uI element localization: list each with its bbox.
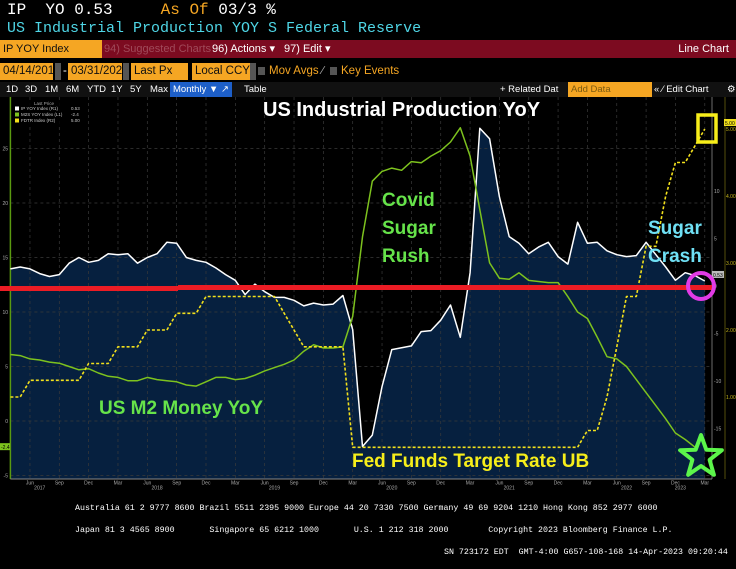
right-axis-r2-tick-label: 1.00	[726, 395, 736, 401]
right-axis-r1-tick-label: -10	[714, 379, 721, 385]
annotation-line: Sugar	[382, 215, 436, 243]
x-year-label: 2022	[621, 486, 632, 492]
legend-label: M2S YOY Index (L1)	[21, 112, 63, 117]
last-value-label: 0.53	[713, 273, 723, 279]
annotation-title: US Industrial Production YoY	[263, 99, 540, 122]
x-tick-label: Dec	[436, 481, 445, 487]
right-axis-r2-tick-label: 4.00	[726, 194, 736, 200]
x-tick-label: Mar	[700, 481, 709, 487]
x-tick-label: Sep	[407, 481, 416, 487]
legend-swatch	[15, 113, 19, 117]
x-tick-label: Jun	[378, 481, 386, 487]
x-tick-label: Jun	[26, 481, 34, 487]
x-tick-label: Mar	[583, 481, 592, 487]
legend-value: 5.00	[71, 118, 80, 123]
x-tick-label: Dec	[84, 481, 93, 487]
legend-swatch	[15, 119, 19, 123]
x-tick-label: Dec	[202, 481, 211, 487]
x-tick-label: Jun	[495, 481, 503, 487]
x-year-label: 2019	[269, 486, 280, 492]
left-axis-tick-label: 5	[5, 365, 8, 371]
footer-contacts-2: Japan 81 3 4565 8900 Singapore 65 6212 1…	[0, 525, 736, 536]
left-axis-tick-label: -5	[4, 474, 9, 480]
x-year-label: 2021	[504, 486, 515, 492]
footer: Australia 61 2 9777 8600 Brazil 5511 239…	[0, 492, 736, 569]
annotation-m2: US M2 Money YoY	[99, 398, 263, 420]
left-axis-tick-label: 0	[5, 419, 8, 425]
x-year-label: 2020	[386, 486, 397, 492]
right-axis-r1-tick-label: 10	[714, 189, 720, 195]
annotation-covid-sugar-rush: Covid Sugar Rush	[382, 187, 436, 271]
right-axis-r2-tick-label: 3.00	[726, 261, 736, 267]
x-tick-label: Dec	[319, 481, 328, 487]
right-axis-r1-tick-label: 5	[714, 237, 717, 243]
annotation-line: Rush	[382, 243, 436, 271]
x-tick-label: Jun	[613, 481, 621, 487]
right-axis-r1-tick-label: -15	[714, 427, 721, 433]
footer-session: SN 723172 EDT GMT-4:00 G657-108-168 14-A…	[0, 547, 736, 558]
legend-value: -2.4	[71, 112, 79, 117]
annotation-line: Crash	[648, 243, 702, 271]
x-tick-label: Sep	[172, 481, 181, 487]
red-horizontal-line	[178, 285, 712, 290]
left-axis-tick-label: 25	[2, 147, 8, 153]
x-tick-label: Sep	[290, 481, 299, 487]
legend-label: IP YOY Index (R1)	[21, 106, 59, 111]
x-tick-label: Mar	[466, 481, 475, 487]
x-year-label: 2023	[675, 486, 686, 492]
annotation-sugar-crash: Sugar Crash	[648, 215, 702, 271]
legend-label: FDTR Index (R2)	[21, 118, 56, 123]
left-axis-tick-label: 20	[2, 201, 8, 207]
right-axis-r2-tick-label: 5.00	[726, 127, 736, 133]
x-tick-label: Mar	[114, 481, 123, 487]
x-year-label: 2017	[34, 486, 45, 492]
annotation-line: Sugar	[648, 215, 702, 243]
red-horizontal-line	[0, 286, 178, 291]
legend-swatch	[15, 107, 19, 111]
x-tick-label: Sep	[55, 481, 64, 487]
left-axis-tick-label: 15	[2, 256, 8, 262]
x-tick-label: Jun	[261, 481, 269, 487]
annotation-line: Covid	[382, 187, 436, 215]
x-tick-label: Mar	[348, 481, 357, 487]
right-axis-r2-tick-label: 2.00	[726, 328, 736, 334]
right-axis-r1-tick-label: -5	[714, 332, 719, 338]
x-tick-label: Dec	[554, 481, 563, 487]
line-chart: Jun Sep Dec Mar Jun Sep Dec Mar Jun Sep Dec Mar Jun S…	[0, 0, 736, 500]
x-tick-label: Sep	[524, 481, 533, 487]
x-tick-label: Sep	[642, 481, 651, 487]
legend-value: 0.53	[71, 106, 80, 111]
last-value-label: -2.4	[1, 445, 10, 451]
footer-contacts-1: Australia 61 2 9777 8600 Brazil 5511 239…	[0, 503, 736, 514]
annotation-fed-funds: Fed Funds Target Rate UB	[352, 451, 589, 473]
last-value-label: 5.00	[725, 121, 735, 127]
left-axis-tick-label: 10	[2, 310, 8, 316]
x-tick-label: Mar	[231, 481, 240, 487]
x-year-label: 2018	[152, 486, 163, 492]
x-tick-label: Jun	[143, 481, 151, 487]
